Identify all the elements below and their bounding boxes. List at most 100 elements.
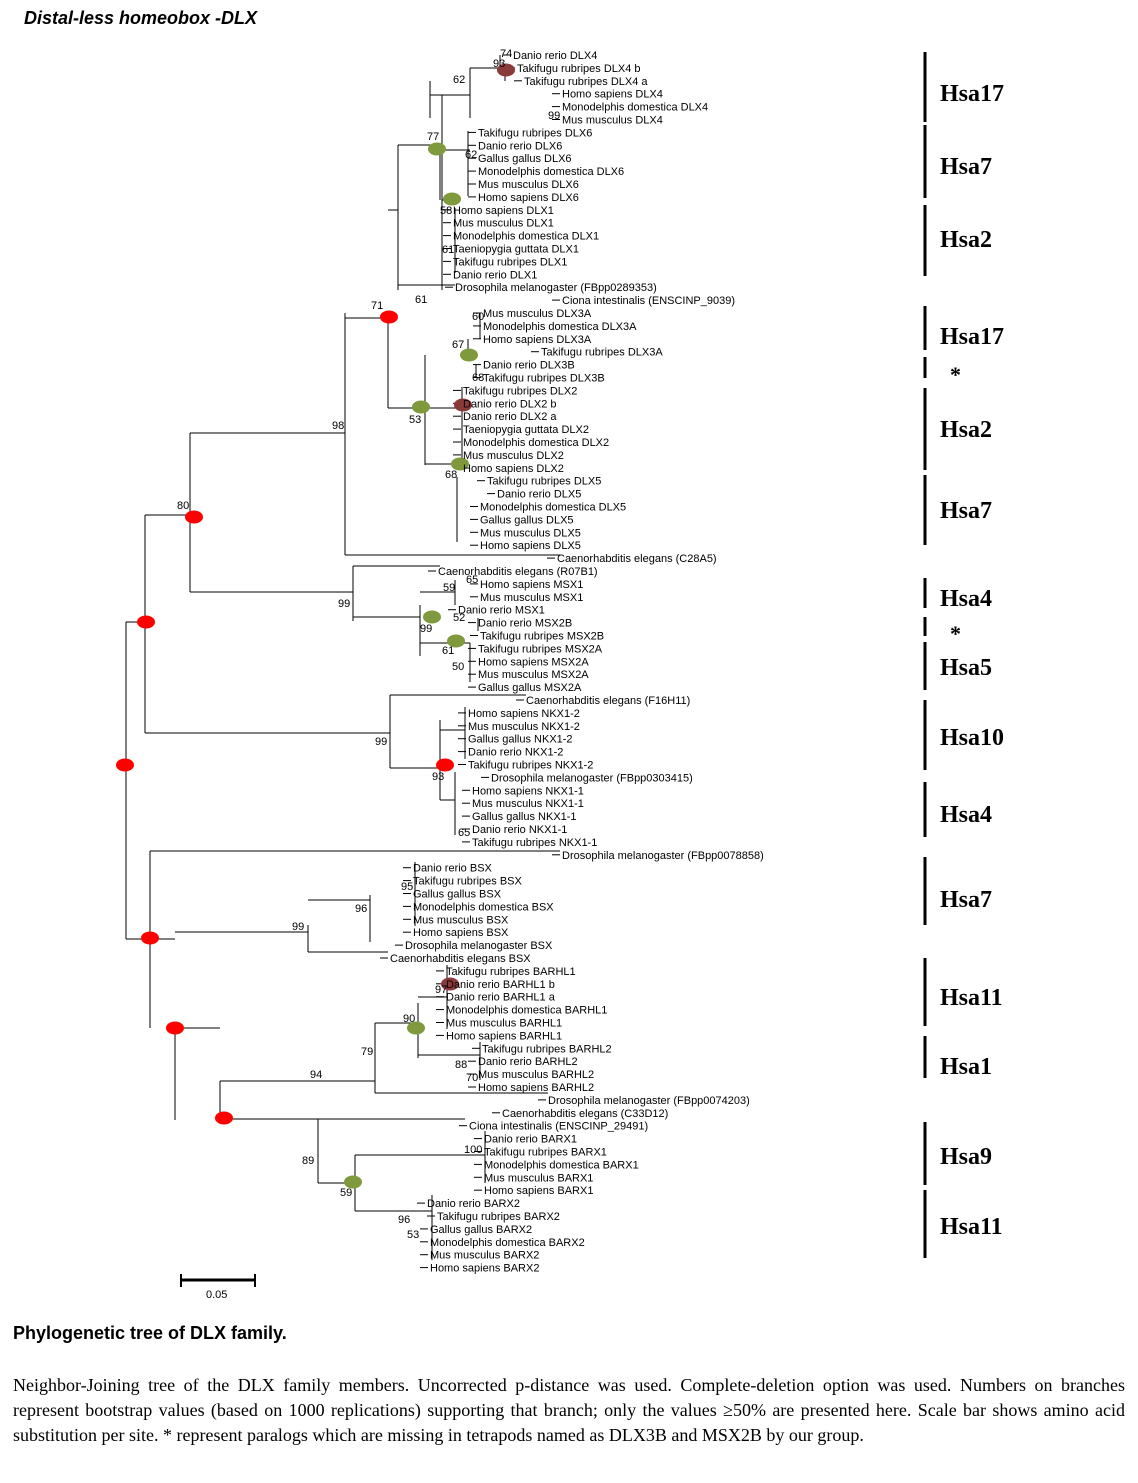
bootstrap-value: 77 [427,131,439,143]
bootstrap-value: 93 [432,771,444,783]
bootstrap-value: 58 [440,205,452,217]
scale-bar: 0.05 [180,1274,256,1301]
bootstrap-value: 59 [443,582,455,594]
leaf-label: Taeniopygia guttata DLX2 [463,424,589,436]
chromosome-label: Hsa7 [940,498,992,524]
bootstrap-value: 88 [455,1059,467,1071]
red-node [185,510,203,524]
leaf-label: Mus musculus NKX1-2 [468,721,580,733]
bootstrap-value: 71 [371,300,383,312]
leaf-label: Caenorhabditis elegans (C28A5) [557,553,717,565]
leaf-label: Mus musculus MSX2A [478,669,589,681]
leaf-label: Gallus gallus BARX2 [430,1224,532,1236]
leaf-label: Mus musculus DLX4 [562,115,663,127]
green-node [443,192,461,206]
leaf-label: Monodelphis domestica BARHL1 [446,1005,607,1017]
caption-body: Neighbor-Joining tree of the DLX family … [13,1375,1125,1445]
bootstrap-value: 50 [452,661,464,673]
leaf-label: Mus musculus BARHL1 [446,1018,562,1030]
chromosome-label: Hsa5 [940,655,992,681]
leaf-label: Danio rerio DLX2 a [463,411,557,423]
bootstrap-value: 65 [466,574,478,586]
chromosome-label: Hsa7 [940,154,992,180]
scale-bar-label: 0.05 [206,1289,227,1301]
green-node [451,457,469,471]
leaf-label: Drosophila melanogaster (FBpp0303415) [491,772,693,784]
leaf-label: Monodelphis domestica DLX6 [478,166,624,178]
brown-node [441,977,459,991]
leaf-label: Monodelphis domestica BARX1 [484,1159,639,1171]
green-node [407,1021,425,1035]
red-node [141,931,159,945]
bootstrap-value: 79 [361,1046,373,1058]
leaf-label: Takifugu rubripes DLX4 b [517,63,641,75]
leaf-label: Mus musculus DLX2 [463,450,564,462]
leaf-label: Danio rerio DLX5 [497,489,581,501]
chromosome-label: Hsa4 [940,586,992,612]
bootstrap-value: 53 [407,1229,419,1241]
chromosome-label: Hsa2 [940,227,992,253]
green-node [344,1175,362,1189]
leaf-label: Homo sapiens DLX2 [463,463,564,475]
leaf-label: Gallus gallus DLX5 [480,514,574,526]
leaf-label: Caenorhabditis elegans (C33D12) [502,1108,668,1120]
bootstrap-value: 61 [442,645,454,657]
bootstrap-value: 89 [302,1155,314,1167]
missing-paralog-marker: * [950,362,961,387]
missing-paralog-marker: * [950,621,961,646]
bootstrap-value: 70 [466,1072,478,1084]
leaf-label: Homo sapiens BARHL1 [446,1030,562,1042]
leaf-label: Danio rerio BARX1 [484,1134,577,1146]
chromosome-label: Hsa2 [940,417,992,443]
leaf-label: Gallus gallus NKX1-2 [468,734,573,746]
bootstrap-value: 100 [464,1144,482,1156]
leaf-label: Danio rerio DLX2 b [463,398,557,410]
leaf-label: Takifugu rubripes DLX5 [487,476,601,488]
leaf-label: Danio rerio DLX6 [478,140,562,152]
green-node [423,610,441,624]
leaf-label: Homo sapiens DLX4 [562,89,663,101]
leaf-label: Takifugu rubripes NKX1-2 [468,760,593,772]
leaf-label: Drosophila melanogaster (FBpp0078858) [562,850,764,862]
brown-node [497,63,515,77]
leaf-label: Mus musculus MSX1 [480,592,583,604]
bootstrap-value: 52 [453,612,465,624]
leaf-label: Monodelphis domestica DLX4 [562,102,708,114]
bootstrap-value: 53 [409,414,421,426]
bootstrap-value: 62 [465,149,477,161]
leaf-label: Mus musculus DLX1 [453,218,554,230]
chromosome-label: Hsa11 [940,1214,1003,1240]
red-node [137,615,155,629]
bootstrap-value: 61 [415,294,427,306]
red-node [436,758,454,772]
chromosome-label: Hsa9 [940,1144,992,1170]
bootstrap-value: 93 [493,58,505,70]
leaf-label: Mus musculus BARHL2 [478,1069,594,1081]
leaf-label: Taeniopygia guttata DLX1 [453,244,579,256]
bootstrap-values: 7493629977625861617160676853689880655952… [177,48,560,1241]
leaf-label: Danio rerio BSX [413,863,493,875]
bootstrap-value: 99 [375,736,387,748]
leaf-label: Takifugu rubripes NKX1-1 [472,837,597,849]
bootstrap-value: 99 [338,598,350,610]
leaf-label: Mus musculus DLX6 [478,179,579,191]
bootstrap-value: 61 [442,244,454,256]
leaf-label: Drosophila melanogaster (FBpp0289353) [455,282,657,294]
leaf-label: Mus musculus BSX [413,914,509,926]
bootstrap-value: 59 [340,1187,352,1199]
leaf-label: Danio rerio DLX3B [483,360,575,372]
green-node [428,142,446,156]
bootstrap-value: 67 [452,339,464,351]
leaf-label: Danio rerio NKX1-2 [468,747,563,759]
leaf-label: Mus musculus DLX3A [483,308,592,320]
chromosome-label: Hsa17 [940,324,1004,350]
leaf-label: Caenorhabditis elegans BSX [390,953,531,965]
bootstrap-value: 80 [177,500,189,512]
leaf-label: Homo sapiens BSX [413,927,509,939]
leaf-label: Mus musculus BARX2 [430,1250,539,1262]
bootstrap-value: 74 [500,48,512,60]
leaf-label: Monodelphis domestica BARX2 [430,1237,585,1249]
leaf-label: Caenorhabditis elegans (R07B1) [438,566,598,578]
leaf-label: Takifugu rubripes DLX1 [453,256,567,268]
